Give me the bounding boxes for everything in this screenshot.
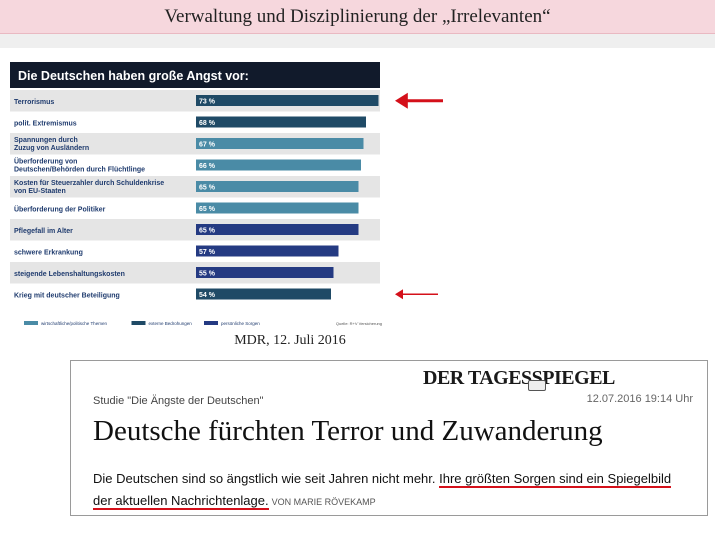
bar: [196, 116, 366, 128]
bar: [196, 245, 339, 257]
category-label: steigende Lebenshaltungskosten: [14, 271, 125, 278]
bar: [196, 202, 359, 214]
tagesspiegel-logo: DER TAGESSPIEGEL: [423, 367, 615, 389]
lead-plain: Die Deutschen sind so ängstlich wie seit…: [93, 471, 436, 486]
category-label: polit. Extremismus: [14, 121, 77, 128]
logo-ornament-icon: [528, 380, 546, 391]
article-author: VON MARIE RÖVEKAMP: [271, 497, 376, 507]
category-label: Pflegefall im Alter: [14, 228, 73, 235]
category-label-line: schwere Erkrankung: [14, 250, 83, 257]
annotation-arrow-head: [395, 92, 408, 109]
legend-swatch: [131, 321, 146, 325]
article-kicker: Studie "Die Ängste der Deutschen": [93, 395, 264, 407]
chart-source-caption: MDR, 12. Juli 2016: [234, 333, 346, 348]
annotation-arrow-head: [395, 289, 403, 300]
slide-title-bar: Verwaltung und Disziplinierung der „Irre…: [0, 0, 715, 34]
bar-value-label: 55 %: [199, 271, 216, 278]
category-label-line: polit. Extremismus: [14, 121, 77, 128]
lead-highlight-2: der aktuellen Nachrichtenlage.: [93, 493, 269, 510]
category-label-line: Zuzug von Ausländern: [14, 145, 89, 152]
category-label-line: von EU-Staaten: [14, 188, 66, 195]
category-label: Überforderung der Politiker: [14, 205, 106, 214]
category-label-line: Spannungen durch: [14, 137, 78, 144]
angst-bar-chart: Die Deutschen haben große Angst vor: Terr…: [10, 62, 443, 326]
legend-label: externe Bedrohungen: [149, 321, 193, 326]
category-label-line: Überforderung von: [14, 157, 77, 166]
bar-value-label: 65 %: [199, 206, 216, 213]
category-label: Terrorismus: [14, 99, 54, 106]
bar: [196, 267, 334, 278]
legend-label: persönliche Sorgen: [221, 321, 260, 326]
bar: [196, 95, 379, 106]
legend-swatch: [204, 321, 218, 325]
category-label-line: Pflegefall im Alter: [14, 228, 73, 235]
article-date: 12.07.2016 19:14 Uhr: [586, 393, 693, 405]
legend-swatch: [24, 321, 38, 325]
category-label: Überforderung von Deutschen/Behörden durc…: [14, 157, 145, 174]
bar: [196, 138, 364, 149]
bar-value-label: 66 %: [199, 163, 216, 170]
category-label-line: Kosten für Steuerzahler durch Schuldenkr…: [14, 180, 164, 187]
bar-value-label: 65 %: [199, 185, 216, 192]
bar-value-label: 73 %: [199, 99, 216, 106]
chart-header-bg: [10, 62, 380, 88]
bar: [196, 181, 359, 192]
category-label-line: Überforderung der Politiker: [14, 205, 106, 214]
bar-value-label: 68 %: [199, 120, 216, 127]
slide-title: Verwaltung und Disziplinierung der „Irre…: [164, 6, 551, 27]
category-label: Kosten für Steuerzahler durch Schuldenkr…: [14, 180, 164, 195]
category-label: Spannungen durch Zuzug von Ausländern: [14, 137, 89, 152]
legend-label: wirtschaftliche/politische Themen: [41, 321, 107, 326]
bar-value-label: 57 %: [199, 249, 216, 256]
bar-value-label: 54 %: [199, 292, 216, 299]
slide-divider-band: [0, 34, 715, 48]
article-headline: Deutsche fürchten Terror und Zuwanderung: [93, 415, 603, 447]
category-label: Krieg mit deutscher Beteiligung: [14, 293, 120, 300]
category-label-line: Deutschen/Behörden durch Flüchtlinge: [14, 167, 145, 174]
bar-value-label: 67 %: [199, 142, 216, 149]
tagesspiegel-article-card: DER TAGESSPIEGEL Studie "Die Ängste der …: [70, 360, 708, 516]
category-label-line: steigende Lebenshaltungskosten: [14, 271, 125, 278]
category-label-line: Terrorismus: [14, 99, 54, 106]
bar: [196, 288, 331, 300]
bar-value-label: 65 %: [199, 228, 216, 235]
bar: [196, 159, 361, 171]
category-label: schwere Erkrankung: [14, 250, 83, 257]
chart-title: Die Deutschen haben große Angst vor:: [18, 69, 249, 83]
bar: [196, 224, 359, 235]
article-lead: Die Deutschen sind so ängstlich wie seit…: [93, 468, 698, 513]
chart-credit: Quelle: R+V Versicherung: [336, 321, 382, 326]
category-label-line: Krieg mit deutscher Beteiligung: [14, 293, 120, 300]
lead-highlight-1: Ihre größten Sorgen sind ein Spiegelbild: [439, 471, 672, 488]
